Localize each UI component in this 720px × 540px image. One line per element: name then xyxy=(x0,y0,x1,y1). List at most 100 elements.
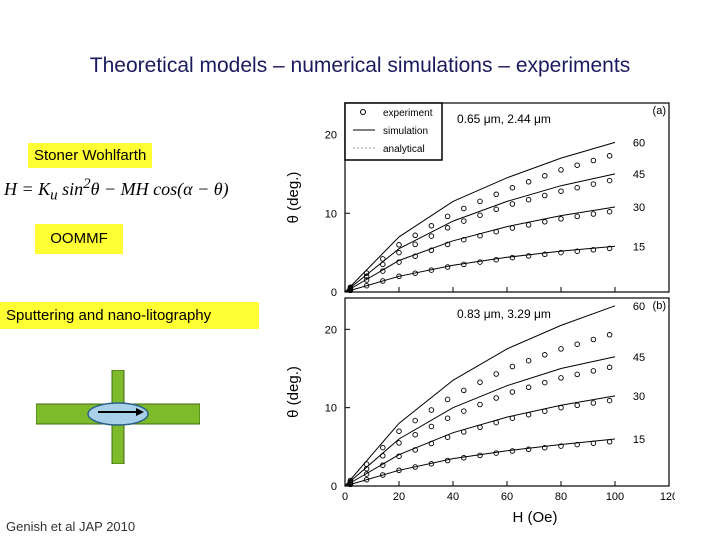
experiment-point-45 xyxy=(525,384,532,391)
legend-label: simulation xyxy=(383,126,428,137)
experiment-point-30 xyxy=(428,247,435,254)
experiment-point-60 xyxy=(396,428,402,434)
experiment-point-45 xyxy=(396,249,402,256)
experiment-point-60 xyxy=(461,205,467,212)
equation: H = Ku sin2θ − MH cos(α − θ) xyxy=(4,176,229,205)
slide-title: Theoretical models – numerical simulatio… xyxy=(89,54,631,77)
experiment-point-45 xyxy=(412,431,418,438)
citation: Genish et al JAP 2010 xyxy=(6,519,136,534)
experiment-point-30 xyxy=(509,225,516,231)
experiment-point-30 xyxy=(509,415,516,421)
experiment-point-30 xyxy=(412,253,418,259)
x-axis-label: H (Oe) xyxy=(513,509,558,526)
label-sputtering: Sputtering and nano-litography xyxy=(0,302,259,329)
series-label-45: 45 xyxy=(633,169,645,181)
experiment-point-30 xyxy=(525,411,532,418)
y-tick-label: 20 xyxy=(325,130,337,142)
experiment-point-45 xyxy=(461,408,467,414)
series-label-30: 30 xyxy=(633,202,645,214)
experiment-point-60 xyxy=(428,223,435,229)
experiment-point-45 xyxy=(444,225,451,231)
label-stoner-wohlfarth: Stoner Wohlfarth xyxy=(28,143,153,168)
experiment-point-45 xyxy=(542,379,548,386)
experiment-point-45 xyxy=(444,415,451,421)
experiment-point-60 xyxy=(509,184,516,191)
arrow-head xyxy=(136,408,144,416)
experiment-point-30 xyxy=(606,397,613,404)
experiment-point-45 xyxy=(590,368,597,374)
experiment-point-30 xyxy=(396,259,402,265)
x-tick-label: 60 xyxy=(501,491,513,503)
experiment-point-30 xyxy=(477,232,483,239)
experiment-point-15 xyxy=(477,259,483,265)
experiment-point-30 xyxy=(542,408,548,414)
experiment-point-45 xyxy=(477,212,483,218)
experiment-point-15 xyxy=(347,287,354,294)
experiment-point-60 xyxy=(396,242,402,248)
experiment-point-15 xyxy=(363,282,370,289)
experiment-point-45 xyxy=(509,389,516,395)
experiment-point-60 xyxy=(477,198,483,205)
experiment-point-30 xyxy=(558,404,564,411)
experiment-point-30 xyxy=(606,208,613,215)
experiment-point-45 xyxy=(477,401,483,408)
x-tick-label: 80 xyxy=(555,491,567,503)
experiment-point-15 xyxy=(444,457,451,464)
size-label: 0.83 μm, 3.29 μm xyxy=(457,307,551,321)
experiment-point-45 xyxy=(558,375,564,381)
experiment-point-45 xyxy=(428,423,435,430)
series-label-60: 60 xyxy=(633,301,645,313)
experiment-point-60 xyxy=(574,162,580,168)
experiment-point-60 xyxy=(590,157,597,164)
experiment-point-45 xyxy=(590,181,597,187)
experiment-point-45 xyxy=(493,206,499,213)
simulation-line-15 xyxy=(344,438,616,487)
experiment-point-60 xyxy=(444,396,451,403)
experiment-point-30 xyxy=(444,241,451,248)
simulation-line-45 xyxy=(344,173,616,293)
experiment-point-15 xyxy=(574,441,580,448)
x-tick-label: 0 xyxy=(342,491,348,503)
experiment-point-15 xyxy=(380,278,386,284)
experiment-point-60 xyxy=(542,352,548,358)
experiment-point-60 xyxy=(461,387,467,394)
experiment-point-30 xyxy=(444,434,451,440)
simulation-line-15 xyxy=(344,245,616,293)
experiment-point-15 xyxy=(428,267,435,273)
experiment-point-45 xyxy=(412,241,418,248)
experiment-point-30 xyxy=(380,268,386,274)
series-label-60: 60 xyxy=(633,137,645,149)
theta-vs-field-chart: 0 10 20 θ (deg.) (a) 0.65 μm, 2.44 μm 60 45 30 15… xyxy=(285,102,675,526)
x-tick-label: 120 xyxy=(660,491,675,503)
experiment-point-15 xyxy=(412,464,418,470)
experiment-point-30 xyxy=(363,471,370,477)
equation-text: H = Ku sin2θ − MH cos(α − θ) xyxy=(4,176,229,204)
experiment-point-30 xyxy=(461,429,467,435)
experiment-point-60 xyxy=(606,332,613,338)
experiment-point-60 xyxy=(558,167,564,173)
experiment-point-45 xyxy=(558,188,564,194)
series-label-15: 15 xyxy=(633,241,645,253)
experiment-point-15 xyxy=(590,440,597,446)
experiment-point-45 xyxy=(428,233,435,239)
experiment-point-15 xyxy=(461,455,467,461)
experiment-point-30 xyxy=(493,228,499,235)
experiment-point-15 xyxy=(606,245,613,252)
experiment-point-60 xyxy=(509,363,516,370)
legend-label: analytical xyxy=(383,144,425,155)
experiment-point-15 xyxy=(380,472,386,478)
experiment-point-45 xyxy=(542,192,548,199)
experiment-point-30 xyxy=(525,222,532,228)
experiment-point-15 xyxy=(509,448,516,454)
experiment-point-60 xyxy=(477,379,483,385)
experiment-point-45 xyxy=(461,218,467,224)
experiment-point-60 xyxy=(493,191,499,198)
experiment-point-15 xyxy=(558,249,564,256)
experiment-point-45 xyxy=(493,395,499,401)
experiment-point-60 xyxy=(444,213,451,220)
experiment-point-15 xyxy=(396,467,402,474)
experiment-point-30 xyxy=(461,236,467,243)
experiment-point-15 xyxy=(412,270,418,276)
x-tick-label: 100 xyxy=(606,491,624,503)
experiment-point-45 xyxy=(396,440,402,446)
